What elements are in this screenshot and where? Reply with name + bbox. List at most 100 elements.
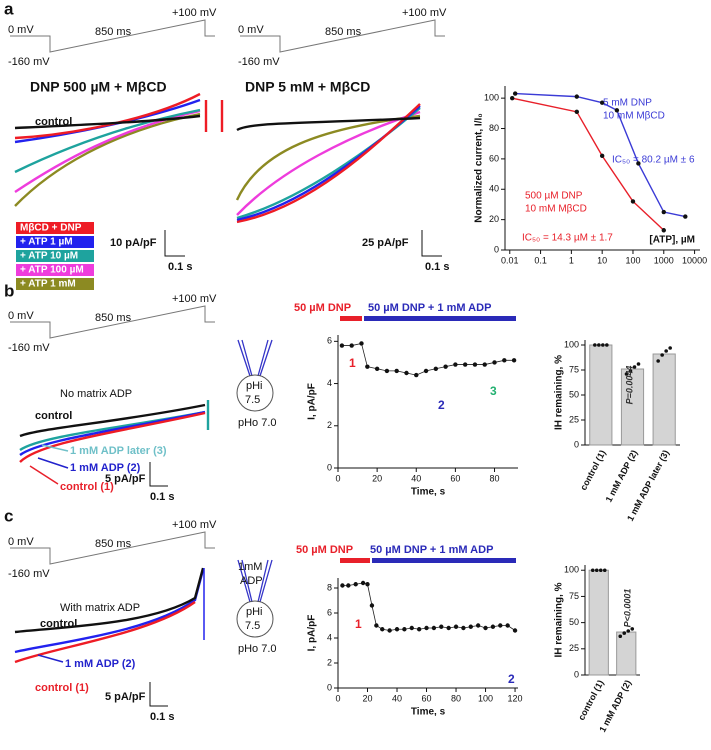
data-point xyxy=(683,214,688,219)
x-tick-label: 60 xyxy=(422,693,432,703)
treatment-bar xyxy=(364,316,516,321)
trace xyxy=(236,110,421,216)
x-tick-label: 10 xyxy=(597,255,607,265)
data-point xyxy=(626,629,631,633)
protocol-shape xyxy=(10,531,215,565)
data-point xyxy=(394,627,400,632)
data-point xyxy=(339,343,345,348)
y-axis-label: IH remaining, % xyxy=(554,355,565,430)
scale-label: 0.1 s xyxy=(425,261,449,273)
data-point xyxy=(374,623,379,628)
data-point xyxy=(668,346,672,350)
protocol-label: -160 mV xyxy=(8,56,50,68)
cell xyxy=(236,374,274,412)
x-tick-label: 20 xyxy=(363,693,373,703)
data-point xyxy=(453,624,459,629)
data-point xyxy=(622,631,627,635)
y-tick-label: 0 xyxy=(574,439,579,449)
data-point xyxy=(409,625,414,631)
trace xyxy=(19,410,206,456)
data-point xyxy=(404,370,409,376)
scale-label: 0.1 s xyxy=(150,711,174,723)
protocol-label: 850 ms xyxy=(325,26,362,38)
data-point xyxy=(656,359,660,363)
protocol-shape xyxy=(10,305,215,339)
y-tick-label: 0 xyxy=(574,669,579,679)
data-point xyxy=(618,634,623,639)
trace xyxy=(236,103,421,224)
y-tick-label: 25 xyxy=(569,643,579,653)
data-point xyxy=(416,627,422,632)
x-tick-label: 100 xyxy=(625,255,640,265)
annotation: P=0.0044 xyxy=(624,366,634,405)
data-point xyxy=(483,625,488,631)
matrix-label: 1mM xyxy=(238,561,262,573)
panel-letter: c xyxy=(4,506,13,525)
trace-label: 1 mM ADP (2) xyxy=(70,462,141,474)
scale-label: 0.1 s xyxy=(168,261,192,273)
trace xyxy=(14,108,201,174)
data-point xyxy=(360,580,366,586)
protocol-label: -160 mV xyxy=(8,568,50,580)
arrow xyxy=(29,465,59,485)
data-point xyxy=(482,362,487,367)
trace xyxy=(14,569,205,654)
annotation: 10 mM MβCD xyxy=(525,204,587,215)
protocol-label: +100 mV xyxy=(172,293,217,305)
trace-label: control (1) xyxy=(60,481,114,493)
data-point xyxy=(365,582,370,587)
legend-label: MβCD + DNP xyxy=(20,223,82,234)
y-axis-label: Normalized current, I/I₀ xyxy=(474,113,485,223)
x-axis-label: Time, s xyxy=(411,707,446,718)
legend-label: + ATP 10 µM xyxy=(20,251,78,262)
protocol-label: +100 mV xyxy=(402,7,447,19)
condition-label: With matrix ADP xyxy=(60,602,140,614)
data-point xyxy=(661,209,666,215)
treatment-label: 50 µM DNP + 1 mM ADP xyxy=(368,302,491,314)
condition-label: No matrix ADP xyxy=(60,388,132,400)
panel-letter: a xyxy=(4,0,14,18)
data-point xyxy=(632,365,637,369)
ph-label: 7.5 xyxy=(245,394,260,406)
x-tick-label: 40 xyxy=(411,473,421,483)
ph-label: pHo 7.0 xyxy=(238,643,277,655)
legend-swatch xyxy=(16,250,94,262)
x-tick-label: 1000 xyxy=(654,255,674,265)
cell xyxy=(236,600,274,638)
data-point xyxy=(453,362,458,367)
data-point xyxy=(664,349,668,353)
protocol-label: 850 ms xyxy=(95,312,132,324)
trace-title: DNP 5 mM + MβCD xyxy=(245,79,370,95)
protocol-label: 850 ms xyxy=(95,538,132,550)
data-point xyxy=(574,109,579,115)
x-tick-label: 1 xyxy=(569,255,574,265)
data-point xyxy=(624,372,629,376)
legend-label: + ATP 100 µM xyxy=(20,265,84,276)
data-point xyxy=(599,153,605,159)
annotation: 2 xyxy=(508,672,515,686)
data-point xyxy=(628,369,633,373)
data-point xyxy=(443,364,448,369)
bar xyxy=(620,368,645,446)
trace xyxy=(236,105,421,222)
data-point xyxy=(365,364,370,369)
protocol-label: 0 mV xyxy=(8,536,34,548)
data-point xyxy=(423,368,429,374)
data-point xyxy=(468,624,473,629)
data-line xyxy=(342,582,516,631)
y-tick-label: 4 xyxy=(327,378,332,388)
pipette xyxy=(237,559,273,603)
x-tick-label: control (1) xyxy=(578,448,607,492)
ph-label: 7.5 xyxy=(245,620,260,632)
y-tick-label: 0 xyxy=(494,244,499,254)
protocol-shape xyxy=(10,19,215,53)
data-point xyxy=(394,368,399,374)
y-tick-label: 80 xyxy=(489,123,499,133)
data-point xyxy=(387,628,392,633)
data-point xyxy=(462,362,468,367)
data-point xyxy=(475,623,481,628)
data-point xyxy=(490,624,496,629)
annotation: IC₅₀ = 14.3 µM ± 1.7 xyxy=(522,233,613,244)
y-axis-label: I, pA/pF xyxy=(307,383,318,420)
